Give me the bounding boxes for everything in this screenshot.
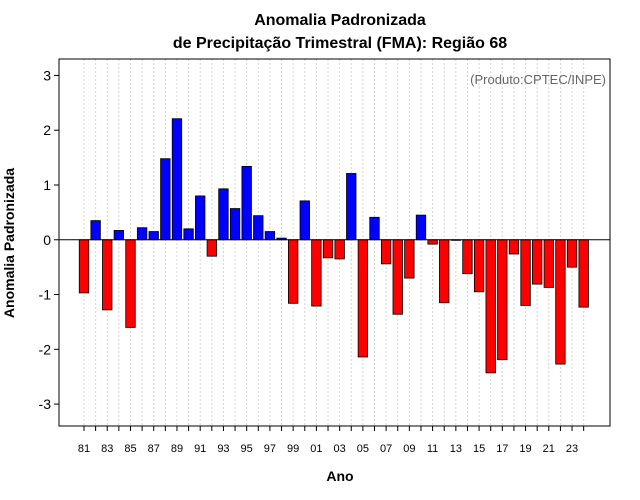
bar-09	[404, 239, 415, 279]
bar-91	[195, 195, 206, 241]
bar-19	[520, 239, 531, 306]
bar-03	[334, 239, 345, 260]
bar-20	[532, 239, 543, 285]
bar-10	[415, 214, 427, 241]
x-tick-label: 07	[380, 443, 392, 455]
bar-16	[485, 239, 496, 374]
x-tick-label: 85	[124, 443, 136, 455]
bar-95	[241, 165, 252, 241]
y-tick-label: -2	[39, 341, 52, 357]
bar-82	[90, 220, 101, 241]
bar-93	[218, 188, 229, 241]
y-axis-label: Anomalia Padronizada	[1, 168, 17, 318]
x-tick-label: 19	[519, 443, 531, 455]
x-tick-label: 17	[496, 443, 508, 455]
bar-11	[427, 239, 438, 245]
bar-15	[473, 239, 485, 293]
bar-05	[357, 239, 369, 358]
bar-23	[566, 239, 578, 268]
x-tick-label: 21	[543, 443, 555, 455]
bar-86	[136, 227, 148, 241]
bar-84	[113, 230, 125, 241]
bar-92	[206, 239, 217, 257]
x-axis-label: Ano	[326, 468, 353, 484]
x-tick-label: 91	[194, 443, 206, 455]
x-tick-label: 09	[403, 443, 415, 455]
x-tick-label: 97	[264, 443, 276, 455]
bar-94	[229, 208, 241, 241]
y-tick-label: 0	[43, 232, 51, 248]
plot-frame	[58, 58, 611, 427]
x-tick-label: 11	[427, 443, 438, 455]
bar-87	[148, 231, 159, 241]
bar-83	[102, 239, 113, 311]
bar-18	[508, 239, 520, 255]
x-tick-label: 15	[473, 443, 485, 455]
bars	[78, 118, 589, 374]
source-annotation: (Produto:CPTEC/INPE)	[470, 72, 606, 87]
x-tick-label: 23	[566, 443, 578, 455]
bar-00	[299, 200, 310, 241]
bar-81	[78, 239, 90, 294]
x-tick-label: 81	[78, 443, 90, 455]
bar-04	[346, 173, 357, 241]
x-tick-label: 99	[287, 443, 299, 455]
x-tick-label: 95	[241, 443, 253, 455]
bar-17	[497, 239, 508, 361]
bar-21	[543, 239, 554, 288]
y-tick-label: -3	[39, 396, 52, 412]
x-axis: 81 83 85 87 89 91 93 95 97 99 01 03 05 07 09 11 13 15 17 19…	[78, 426, 585, 455]
bar-89	[171, 118, 183, 241]
chart-subtitle: de Precipitação Trimestral (FMA): Região…	[173, 35, 507, 52]
x-tick-label: 03	[334, 443, 346, 455]
bar-90	[183, 228, 194, 241]
y-tick-label: -1	[39, 287, 52, 303]
x-tick-label: 89	[171, 443, 183, 455]
bar-22	[555, 239, 566, 365]
bar-06	[369, 216, 380, 241]
x-tick-label: 87	[148, 443, 160, 455]
bar-07	[380, 239, 392, 265]
bar-14	[462, 239, 473, 275]
x-tick-label: 93	[217, 443, 229, 455]
x-tick-label: 13	[450, 443, 462, 455]
x-tick-label: 05	[357, 443, 369, 455]
gridlines	[83, 59, 585, 426]
bar-02	[322, 239, 334, 259]
bar-85	[125, 239, 136, 328]
y-tick-label: 2	[43, 122, 51, 138]
bar-24	[578, 239, 589, 308]
x-tick-label: 01	[310, 443, 322, 455]
bar-99	[288, 239, 299, 304]
chart-title: Anomalia Padronizada	[254, 12, 426, 29]
bar-97	[264, 231, 276, 241]
y-axis: -3 -2 -1 0 1 2 3	[39, 67, 59, 412]
x-tick-label: 83	[101, 443, 113, 455]
bar-12	[439, 239, 450, 304]
bar-88	[160, 158, 171, 241]
bar-08	[392, 239, 403, 315]
y-tick-label: 3	[43, 67, 51, 83]
bar-01	[311, 239, 322, 307]
y-tick-label: 1	[43, 177, 51, 193]
bar-96	[253, 215, 264, 241]
